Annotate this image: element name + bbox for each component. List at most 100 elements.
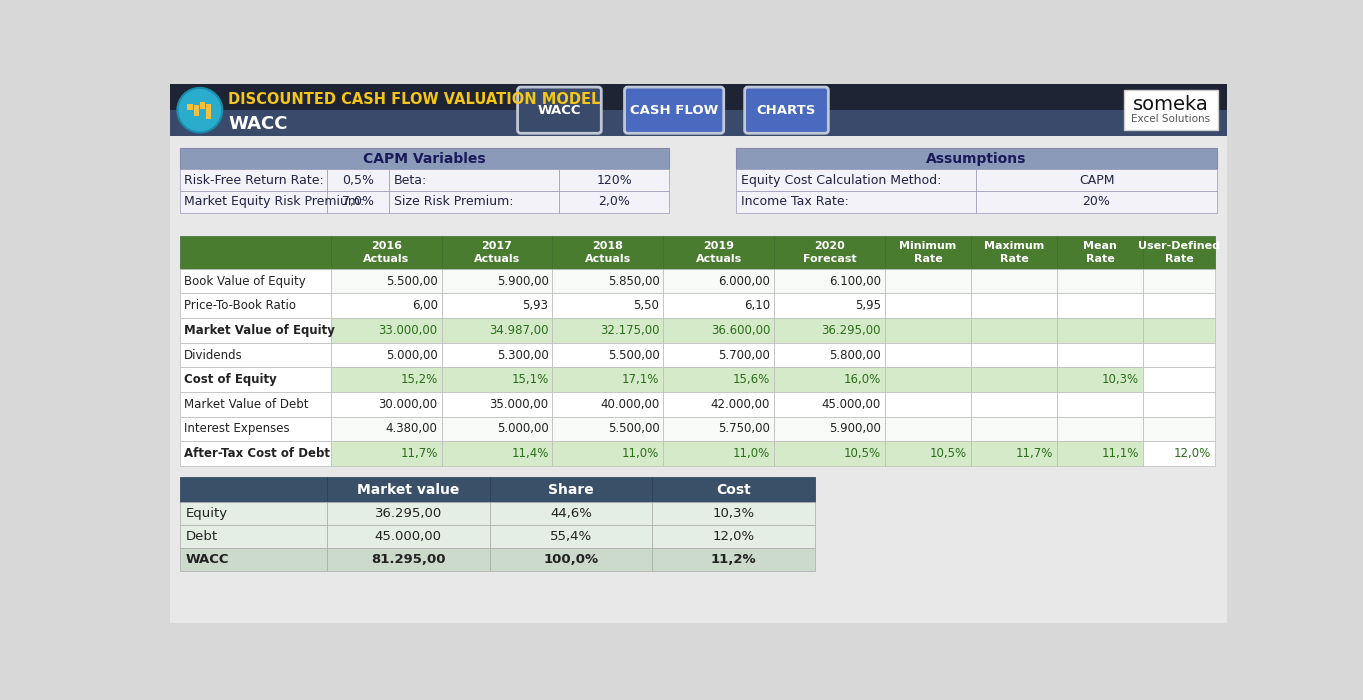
Text: 120%: 120% xyxy=(597,174,632,187)
Text: 45.000,00: 45.000,00 xyxy=(822,398,880,411)
FancyBboxPatch shape xyxy=(653,502,815,525)
FancyBboxPatch shape xyxy=(970,441,1056,466)
FancyBboxPatch shape xyxy=(664,269,774,293)
FancyBboxPatch shape xyxy=(885,318,970,343)
FancyBboxPatch shape xyxy=(180,269,331,293)
FancyBboxPatch shape xyxy=(1056,318,1144,343)
FancyBboxPatch shape xyxy=(774,343,885,368)
FancyBboxPatch shape xyxy=(331,237,442,269)
FancyBboxPatch shape xyxy=(736,148,1217,169)
Ellipse shape xyxy=(177,88,222,132)
FancyBboxPatch shape xyxy=(664,293,774,318)
FancyBboxPatch shape xyxy=(1144,368,1214,392)
Text: 5.300,00: 5.300,00 xyxy=(497,349,548,361)
FancyBboxPatch shape xyxy=(970,293,1056,318)
FancyBboxPatch shape xyxy=(664,368,774,392)
FancyBboxPatch shape xyxy=(664,318,774,343)
Text: 20%: 20% xyxy=(1082,195,1111,209)
FancyBboxPatch shape xyxy=(327,477,489,502)
FancyBboxPatch shape xyxy=(489,502,653,525)
FancyBboxPatch shape xyxy=(552,318,664,343)
FancyBboxPatch shape xyxy=(180,293,331,318)
Text: 36.600,00: 36.600,00 xyxy=(711,324,770,337)
FancyBboxPatch shape xyxy=(552,293,664,318)
Text: 36.295,00: 36.295,00 xyxy=(822,324,880,337)
FancyBboxPatch shape xyxy=(1144,293,1214,318)
Text: 5.900,00: 5.900,00 xyxy=(829,423,880,435)
Text: 12,0%: 12,0% xyxy=(713,531,755,543)
FancyBboxPatch shape xyxy=(552,416,664,441)
FancyBboxPatch shape xyxy=(774,293,885,318)
FancyBboxPatch shape xyxy=(489,548,653,571)
Text: 11,4%: 11,4% xyxy=(511,447,548,460)
Text: 100,0%: 100,0% xyxy=(544,554,598,566)
FancyBboxPatch shape xyxy=(885,269,970,293)
FancyBboxPatch shape xyxy=(774,368,885,392)
Text: Rate: Rate xyxy=(999,254,1028,264)
FancyBboxPatch shape xyxy=(970,392,1056,416)
Text: 40.000,00: 40.000,00 xyxy=(600,398,660,411)
Text: 11,2%: 11,2% xyxy=(711,554,756,566)
FancyBboxPatch shape xyxy=(327,169,388,191)
Text: 15,1%: 15,1% xyxy=(511,373,548,386)
Text: 81.295,00: 81.295,00 xyxy=(371,554,446,566)
Text: CHARTS: CHARTS xyxy=(756,104,816,117)
Text: Actuals: Actuals xyxy=(474,254,521,264)
Text: 2020: 2020 xyxy=(814,241,845,251)
FancyBboxPatch shape xyxy=(885,293,970,318)
FancyBboxPatch shape xyxy=(388,191,559,213)
FancyBboxPatch shape xyxy=(774,392,885,416)
Text: 32.175,00: 32.175,00 xyxy=(600,324,660,337)
FancyBboxPatch shape xyxy=(1056,368,1144,392)
Text: Equity Cost Calculation Method:: Equity Cost Calculation Method: xyxy=(740,174,940,187)
FancyBboxPatch shape xyxy=(442,343,552,368)
FancyBboxPatch shape xyxy=(442,416,552,441)
Text: 5.700,00: 5.700,00 xyxy=(718,349,770,361)
Text: Dividends: Dividends xyxy=(184,349,243,361)
FancyBboxPatch shape xyxy=(653,548,815,571)
Text: 55,4%: 55,4% xyxy=(551,531,592,543)
Text: Beta:: Beta: xyxy=(394,174,427,187)
FancyBboxPatch shape xyxy=(664,392,774,416)
FancyBboxPatch shape xyxy=(331,392,442,416)
Text: 33.000,00: 33.000,00 xyxy=(379,324,438,337)
FancyBboxPatch shape xyxy=(653,525,815,548)
FancyBboxPatch shape xyxy=(331,368,442,392)
FancyBboxPatch shape xyxy=(559,191,669,213)
FancyBboxPatch shape xyxy=(885,368,970,392)
Text: 12,0%: 12,0% xyxy=(1174,447,1212,460)
FancyBboxPatch shape xyxy=(1056,293,1144,318)
Text: 10,3%: 10,3% xyxy=(1103,373,1139,386)
Text: WACC: WACC xyxy=(185,554,229,566)
FancyBboxPatch shape xyxy=(970,368,1056,392)
FancyBboxPatch shape xyxy=(774,237,885,269)
FancyBboxPatch shape xyxy=(664,343,774,368)
Text: Rate: Rate xyxy=(1085,254,1115,264)
FancyBboxPatch shape xyxy=(1056,441,1144,466)
FancyBboxPatch shape xyxy=(736,191,976,213)
FancyBboxPatch shape xyxy=(331,343,442,368)
Text: 10,3%: 10,3% xyxy=(713,508,755,520)
Text: 5.000,00: 5.000,00 xyxy=(386,349,438,361)
FancyBboxPatch shape xyxy=(489,525,653,548)
Text: 5.500,00: 5.500,00 xyxy=(608,423,660,435)
FancyBboxPatch shape xyxy=(331,293,442,318)
Text: 6.100,00: 6.100,00 xyxy=(829,274,880,288)
FancyBboxPatch shape xyxy=(180,548,327,571)
FancyBboxPatch shape xyxy=(1144,343,1214,368)
Text: 5.500,00: 5.500,00 xyxy=(386,274,438,288)
Text: Equity: Equity xyxy=(185,508,228,520)
Text: Debt: Debt xyxy=(185,531,218,543)
FancyBboxPatch shape xyxy=(194,105,199,116)
FancyBboxPatch shape xyxy=(188,104,192,110)
FancyBboxPatch shape xyxy=(180,191,327,213)
Text: CASH FLOW: CASH FLOW xyxy=(630,104,718,117)
FancyBboxPatch shape xyxy=(970,343,1056,368)
Text: 6.000,00: 6.000,00 xyxy=(718,274,770,288)
FancyBboxPatch shape xyxy=(327,191,388,213)
FancyBboxPatch shape xyxy=(180,343,331,368)
Text: Risk-Free Return Rate:: Risk-Free Return Rate: xyxy=(184,174,324,187)
FancyBboxPatch shape xyxy=(653,477,815,502)
Text: 2,0%: 2,0% xyxy=(598,195,631,209)
FancyBboxPatch shape xyxy=(1056,237,1144,269)
